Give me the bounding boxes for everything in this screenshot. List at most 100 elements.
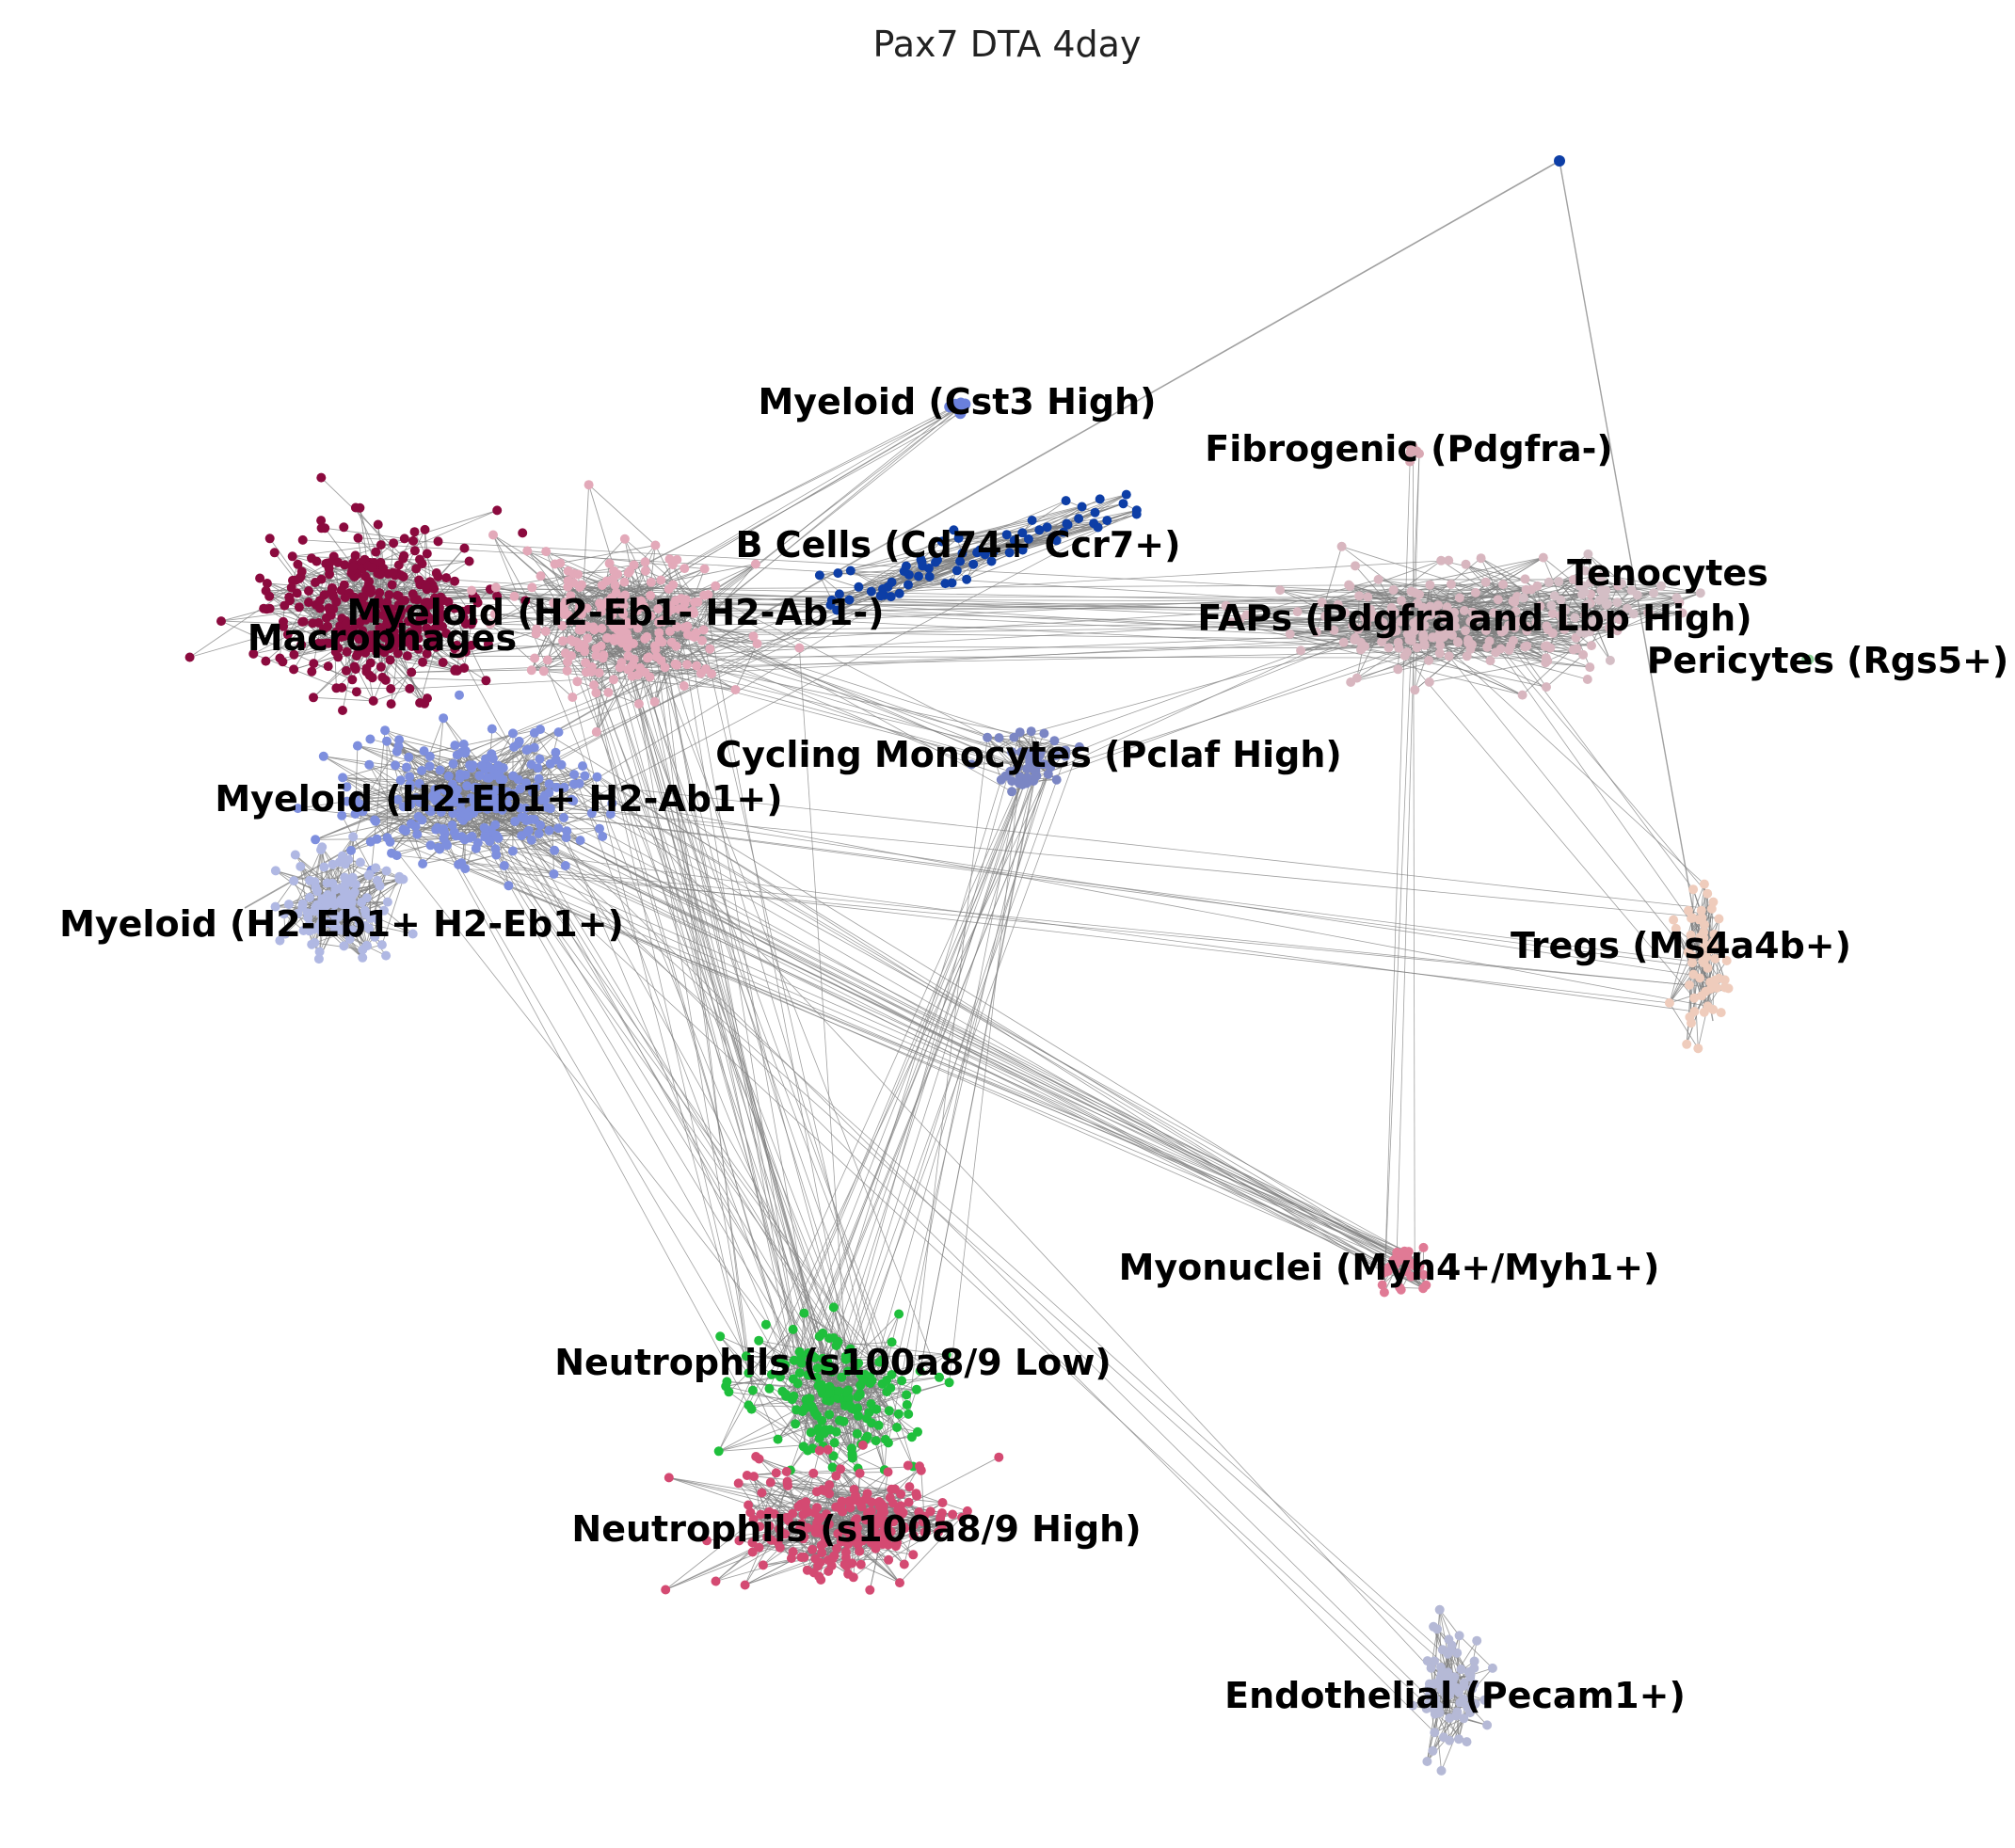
graph-node [508,789,519,799]
graph-edge [461,862,1670,1004]
graph-edge [440,775,585,801]
graph-node [282,629,293,640]
graph-node [333,912,344,922]
graph-node [371,816,381,826]
graph-node [387,580,397,590]
graph-node [344,934,355,945]
graph-node [429,583,440,594]
graph-edge [1545,654,1584,688]
graph-edge [971,761,1031,765]
graph-node [363,870,374,881]
graph-node [1121,489,1131,500]
graph-node [364,759,375,770]
graph-node [362,941,373,951]
graph-node [1031,771,1041,781]
graph-edge [1404,655,1695,998]
graph-node [584,480,594,490]
graph-node [559,813,568,822]
graph-edge [479,774,1708,1007]
graph-node [1723,983,1734,994]
graph-node [383,634,393,644]
graph-node [553,823,564,834]
graph-edge [465,868,1690,986]
graph-node [463,811,473,821]
graph-edge [686,635,754,665]
graph-edge [323,756,404,807]
graph-edge [459,655,852,1359]
graph-node [1541,658,1551,668]
graph-node [304,586,313,596]
graph-node [917,557,927,567]
graph-edge [1429,660,1548,683]
graph-node [490,820,501,830]
graph-node [382,833,392,843]
graph-edge [550,763,1400,1261]
graph-node [542,803,552,813]
graph-node [523,744,534,755]
graph-node [949,525,959,535]
graph-node [372,834,382,844]
graph-edge [487,777,830,1387]
graph-node [440,785,450,795]
graph-edge [1064,610,1424,757]
graph-node [1520,574,1530,584]
graph-node [1023,534,1033,544]
graph-edge [564,787,1405,1252]
graph-node [376,540,386,550]
graph-edge [448,775,1473,1690]
graph-node [1605,655,1615,665]
graph-node [454,859,464,869]
graph-node [834,589,844,599]
graph-node [692,661,702,671]
graph-node [487,724,497,734]
graph-node [534,829,544,838]
graph-edge [494,774,1437,1706]
graph-node [283,900,294,910]
graph-edge [584,585,1662,652]
graph-node [350,550,360,561]
graph-edge [374,820,1411,1264]
graph-node [307,666,317,677]
graph-edge [871,1472,888,1503]
graph-node [1034,525,1045,535]
graph-node [572,677,583,687]
graph-node [656,575,666,585]
graph-edge [807,1362,880,1407]
graph-node [705,644,715,654]
graph-node [1527,584,1536,595]
graph-node [680,607,691,616]
graph-node [458,613,469,623]
graph-edge [1364,560,1442,618]
graph-node [845,566,856,576]
graph-node [1684,905,1693,916]
graph-node [382,617,392,628]
graph-node [311,578,320,587]
graph-node [289,876,299,886]
graph-node [353,533,363,543]
graph-node [1017,545,1028,555]
graph-node [1498,580,1508,590]
graph-node [410,821,421,832]
graph-node [293,804,303,814]
graph-node [417,766,426,775]
graph-node [670,659,680,669]
graph-node [486,619,495,629]
graph-node [357,645,367,655]
graph-node [433,571,443,581]
graph-edge [1448,656,1711,983]
graph-node [316,516,327,526]
graph-edge [312,696,374,702]
graph-node [682,629,693,640]
graph-edge [1316,546,1343,632]
graph-edge [471,767,849,1400]
graph-node [573,569,584,580]
graph-node [346,629,357,640]
graph-node [599,650,609,661]
graph-node [255,573,265,583]
graph-node [264,534,275,544]
graph-node [550,845,560,855]
graph-node [438,825,448,836]
graph-edge [492,534,846,1407]
graph-node [650,645,661,655]
graph-node [358,626,368,636]
